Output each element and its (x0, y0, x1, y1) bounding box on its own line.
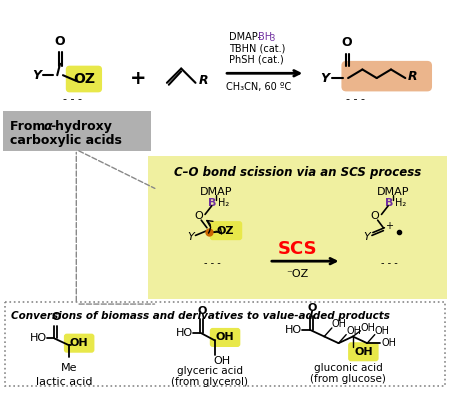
Text: O: O (198, 306, 207, 316)
Text: TBHN (cat.): TBHN (cat.) (229, 43, 285, 53)
Text: OH: OH (361, 323, 375, 333)
Text: carboxylic acids: carboxylic acids (9, 134, 121, 146)
Text: O: O (52, 312, 61, 322)
Text: B: B (385, 198, 393, 208)
Text: Me: Me (60, 363, 77, 373)
Text: lactic acid: lactic acid (36, 377, 92, 387)
FancyBboxPatch shape (66, 66, 102, 92)
Text: From: From (9, 120, 49, 133)
Text: ⁻OZ: ⁻OZ (286, 269, 309, 279)
Text: OH: OH (346, 326, 361, 336)
Text: BH: BH (258, 32, 273, 42)
Text: α: α (44, 120, 53, 133)
Text: Y: Y (320, 72, 329, 84)
Text: OH: OH (375, 326, 390, 336)
FancyBboxPatch shape (210, 328, 240, 347)
Text: OH: OH (70, 338, 89, 348)
FancyBboxPatch shape (64, 334, 94, 353)
Text: - - -: - - - (346, 94, 365, 104)
Text: +: + (130, 68, 146, 88)
Text: HO: HO (175, 328, 192, 338)
Text: O: O (370, 211, 379, 221)
FancyBboxPatch shape (148, 156, 447, 299)
Text: DMAP: DMAP (200, 187, 233, 197)
Bar (5, 302, 446, 386)
Text: C–O bond scission via an SCS process: C–O bond scission via an SCS process (174, 166, 421, 179)
Text: PhSH (cat.): PhSH (cat.) (229, 55, 283, 65)
Text: H₂: H₂ (395, 198, 406, 208)
Text: SCS: SCS (278, 240, 318, 258)
Text: - - -: - - - (381, 258, 398, 268)
Text: glyceric acid
(from glycerol): glyceric acid (from glycerol) (171, 366, 248, 387)
Text: HO: HO (29, 334, 47, 343)
Text: R: R (408, 70, 418, 83)
Text: Y: Y (32, 69, 41, 82)
Text: DMAP-: DMAP- (229, 32, 261, 42)
Text: O: O (194, 211, 203, 221)
Text: OH: OH (332, 319, 347, 329)
FancyBboxPatch shape (210, 221, 242, 240)
Text: - - -: - - - (63, 94, 82, 104)
FancyBboxPatch shape (348, 342, 379, 361)
Text: Conversions of biomass and derivatives to value-added products: Conversions of biomass and derivatives t… (11, 310, 390, 320)
Text: Y: Y (187, 232, 194, 242)
Text: HO: HO (285, 325, 302, 335)
Text: -hydroxy: -hydroxy (51, 120, 112, 133)
Text: 3: 3 (269, 35, 274, 43)
Text: CH₃CN, 60 ºC: CH₃CN, 60 ºC (226, 82, 292, 92)
Text: O: O (342, 37, 353, 49)
Text: gluconic acid
(from glucose): gluconic acid (from glucose) (310, 363, 386, 384)
Text: OH: OH (214, 356, 231, 366)
Text: O: O (307, 302, 317, 313)
Text: R: R (198, 74, 208, 88)
FancyBboxPatch shape (3, 111, 151, 152)
Text: Y: Y (364, 232, 371, 242)
Text: H₂: H₂ (219, 198, 229, 208)
Text: DMAP: DMAP (377, 187, 409, 197)
FancyBboxPatch shape (341, 61, 432, 92)
Text: O: O (55, 35, 65, 47)
Text: OZ: OZ (73, 72, 95, 86)
Text: +: + (385, 221, 393, 231)
Text: OH: OH (216, 332, 234, 342)
Text: OZ: OZ (216, 226, 234, 236)
Text: OH: OH (382, 338, 396, 348)
Text: B: B (209, 198, 217, 208)
Text: - - -: - - - (204, 258, 221, 268)
Text: OH: OH (354, 347, 373, 357)
